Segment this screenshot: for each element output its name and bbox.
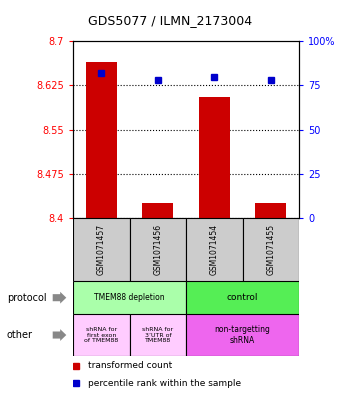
Bar xyxy=(186,281,299,314)
Text: protocol: protocol xyxy=(7,293,47,303)
Bar xyxy=(243,218,299,281)
Bar xyxy=(73,218,130,281)
Bar xyxy=(186,218,243,281)
Bar xyxy=(86,62,117,218)
Text: TMEM88 depletion: TMEM88 depletion xyxy=(94,293,165,302)
Text: GSM1071455: GSM1071455 xyxy=(267,224,275,275)
Bar xyxy=(255,203,287,218)
Bar xyxy=(130,314,186,356)
Bar xyxy=(142,203,173,218)
Bar xyxy=(73,314,130,356)
Text: percentile rank within the sample: percentile rank within the sample xyxy=(88,379,241,388)
Bar xyxy=(73,281,186,314)
Text: GSM1071456: GSM1071456 xyxy=(153,224,163,275)
Text: GSM1071457: GSM1071457 xyxy=(97,224,106,275)
Bar xyxy=(186,314,299,356)
Text: shRNA for
3’UTR of
TMEM88: shRNA for 3’UTR of TMEM88 xyxy=(142,327,173,343)
Text: GDS5077 / ILMN_2173004: GDS5077 / ILMN_2173004 xyxy=(88,14,252,27)
Text: transformed count: transformed count xyxy=(88,361,172,370)
Bar xyxy=(130,218,186,281)
Text: shRNA for
first exon
of TMEM88: shRNA for first exon of TMEM88 xyxy=(84,327,118,343)
Text: non-targetting
shRNA: non-targetting shRNA xyxy=(215,325,271,345)
Text: other: other xyxy=(7,330,33,340)
Text: control: control xyxy=(227,293,258,302)
Text: GSM1071454: GSM1071454 xyxy=(210,224,219,275)
Bar xyxy=(199,97,230,218)
